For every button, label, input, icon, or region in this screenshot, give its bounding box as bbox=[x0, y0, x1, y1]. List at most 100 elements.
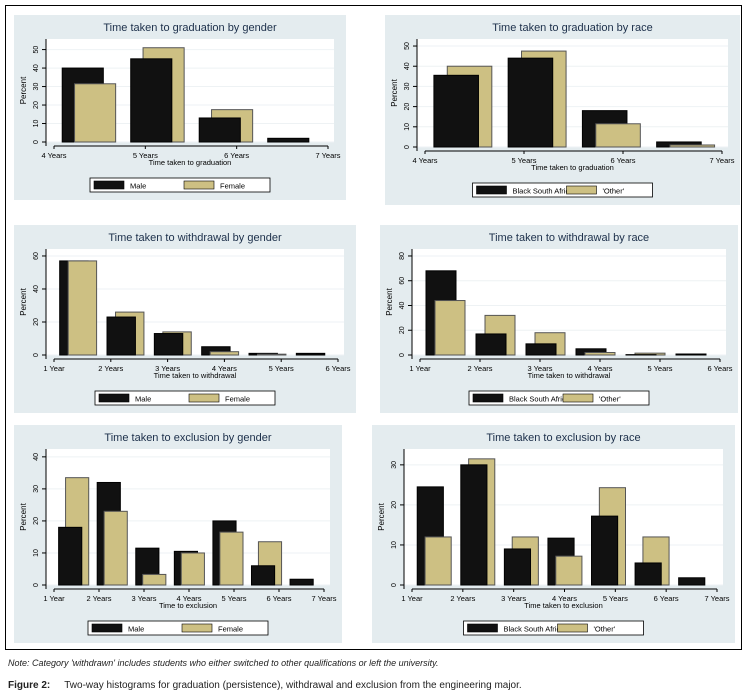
y-tick-label: 20 bbox=[33, 517, 40, 525]
chart-svg: Time taken to exclusion by race 0 10 20 30 Pe… bbox=[377, 432, 730, 636]
bar-male bbox=[58, 526, 83, 586]
chart-exclusion-gender: Time taken to exclusion by gender 0 10 20 30… bbox=[14, 425, 342, 643]
chart-title: Time taken to withdrawal by race bbox=[489, 232, 649, 244]
x-tick-label: 2 Years bbox=[86, 594, 111, 603]
y-tick-label: 0 bbox=[404, 145, 411, 149]
y-tick-label: 0 bbox=[391, 583, 398, 587]
legend-label: 'Other' bbox=[594, 625, 616, 634]
x-tick-label: 3 Years bbox=[501, 594, 526, 603]
x-tick-label: 2 Years bbox=[98, 364, 123, 373]
bar-female bbox=[219, 531, 244, 586]
x-tick-label: 1 Year bbox=[409, 364, 431, 373]
x-tick-label: 7 Years bbox=[704, 594, 729, 603]
x-tick-label: 5 Years bbox=[603, 594, 628, 603]
bar-male bbox=[106, 316, 136, 356]
chart-exclusion-race: Time taken to exclusion by race 0 10 20 30 Pe… bbox=[372, 425, 735, 643]
figure-caption: Figure 2: Two-way histograms for graduati… bbox=[8, 680, 522, 691]
caption-text: Two-way histograms for graduation (persi… bbox=[64, 680, 522, 691]
x-tick-label: 4 Years bbox=[412, 156, 437, 165]
x-tick-label: 2 Years bbox=[450, 594, 475, 603]
y-tick-label: 30 bbox=[33, 485, 40, 493]
bar-blacksouthafrican bbox=[634, 562, 662, 586]
x-tick-label: 1 Year bbox=[43, 364, 65, 373]
bar-blacksouthafrican bbox=[675, 353, 707, 356]
x-tick-label: 4 Years bbox=[552, 594, 577, 603]
y-tick-label: 20 bbox=[404, 103, 411, 111]
y-tick-label: 60 bbox=[399, 277, 406, 285]
chart-svg: Time taken to withdrawal by gender 0 20 40 6… bbox=[19, 232, 351, 406]
y-axis-label: Percent bbox=[390, 78, 399, 106]
x-tick-label: 6 Years bbox=[610, 156, 635, 165]
x-tick-label: 6 Years bbox=[707, 364, 732, 373]
y-tick-label: 20 bbox=[33, 318, 40, 326]
chart-graduation-gender: Time taken to graduation by gender 0 10 20 3… bbox=[14, 15, 346, 200]
bar-male bbox=[153, 333, 184, 356]
legend-label: Black South African bbox=[509, 395, 574, 404]
x-tick-label: 3 Years bbox=[131, 594, 156, 603]
y-tick-label: 30 bbox=[391, 461, 398, 469]
y-tick-label: 40 bbox=[399, 301, 406, 309]
y-tick-label: 0 bbox=[33, 353, 40, 357]
x-tick-label: 4 Years bbox=[41, 151, 66, 160]
x-tick-label: 3 Years bbox=[527, 364, 552, 373]
y-tick-label: 20 bbox=[391, 501, 398, 509]
x-tick-label: 5 Years bbox=[647, 364, 672, 373]
x-tick-label: 7 Years bbox=[311, 594, 336, 603]
chart-title: Time taken to graduation by gender bbox=[103, 22, 277, 34]
x-tick-label: 2 Years bbox=[467, 364, 492, 373]
bar-other bbox=[584, 352, 616, 356]
x-tick-label: 6 Years bbox=[654, 594, 679, 603]
x-tick-label: 1 Year bbox=[401, 594, 423, 603]
x-axis-label: Time taken to exclusion bbox=[524, 601, 603, 610]
x-tick-label: 1 Year bbox=[43, 594, 65, 603]
caption-label: Figure 2: bbox=[8, 680, 51, 691]
legend-swatch bbox=[476, 185, 507, 195]
y-axis-label: Percent bbox=[377, 502, 386, 530]
x-axis-label: Time taken to withdrawal bbox=[154, 371, 237, 380]
y-axis-label: Percent bbox=[385, 287, 394, 315]
x-tick-label: 5 Years bbox=[511, 156, 536, 165]
bar-female bbox=[209, 351, 240, 356]
x-tick-label: 5 Years bbox=[269, 364, 294, 373]
legend-swatch bbox=[566, 185, 597, 195]
bar-female bbox=[67, 260, 98, 356]
chart-title: Time taken to exclusion by race bbox=[486, 432, 640, 444]
bar-blacksouthafrican bbox=[460, 464, 488, 586]
x-axis-label: Time taken to withdrawal bbox=[528, 371, 611, 380]
y-tick-label: 10 bbox=[33, 549, 40, 557]
bar-other bbox=[434, 300, 466, 356]
bar-blacksouthafrican bbox=[503, 548, 532, 586]
y-tick-label: 20 bbox=[399, 326, 406, 334]
x-tick-label: 6 Years bbox=[266, 594, 291, 603]
bar-female bbox=[103, 510, 128, 586]
x-tick-label: 4 Years bbox=[176, 594, 201, 603]
legend bbox=[89, 177, 271, 193]
legend-swatch bbox=[91, 623, 123, 633]
legend-swatch bbox=[472, 393, 504, 403]
bar-female bbox=[257, 353, 287, 356]
chart-title: Time taken to exclusion by gender bbox=[104, 432, 271, 444]
x-tick-label: 6 Years bbox=[224, 151, 249, 160]
legend-swatch bbox=[188, 393, 220, 403]
x-tick-label: 4 Years bbox=[587, 364, 612, 373]
y-tick-label: 40 bbox=[33, 453, 40, 461]
y-tick-label: 0 bbox=[33, 583, 40, 587]
bar-male bbox=[295, 352, 326, 356]
chart-title: Time taken to withdrawal by gender bbox=[108, 232, 282, 244]
bar-blacksouthafrican bbox=[525, 343, 557, 356]
bar-other bbox=[555, 555, 583, 586]
y-tick-label: 30 bbox=[404, 82, 411, 90]
legend bbox=[463, 620, 644, 636]
legend-label: Female bbox=[218, 625, 243, 634]
legend-label: Female bbox=[220, 182, 245, 191]
x-axis-label: Time to exclusion bbox=[159, 601, 217, 610]
y-tick-label: 30 bbox=[33, 83, 40, 91]
y-axis-label: Percent bbox=[19, 287, 28, 315]
bar-blacksouthafrican bbox=[433, 74, 479, 148]
legend-swatch bbox=[183, 180, 215, 190]
y-tick-label: 60 bbox=[33, 252, 40, 260]
bar-female bbox=[142, 573, 167, 586]
y-tick-label: 20 bbox=[33, 101, 40, 109]
chart-svg: Time taken to graduation by gender 0 10 20 3… bbox=[19, 22, 341, 193]
y-axis-label: Percent bbox=[19, 76, 28, 104]
